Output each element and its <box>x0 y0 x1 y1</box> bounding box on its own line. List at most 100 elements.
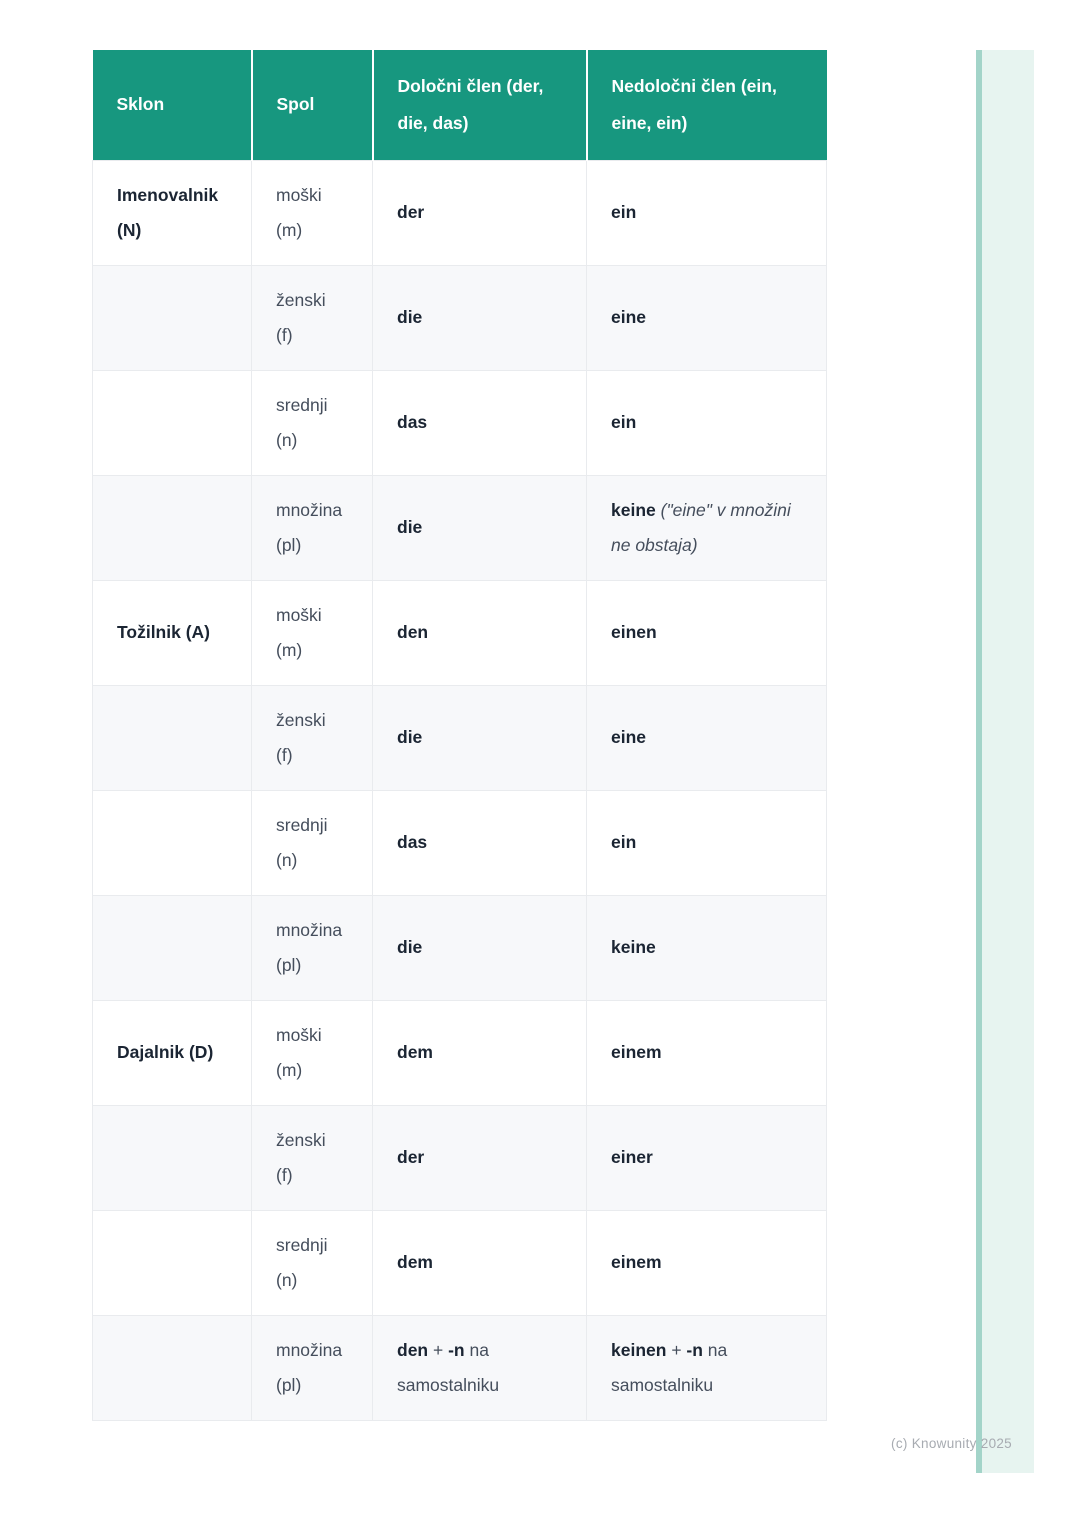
table-header: Sklon Spol Določni člen (der, die, das) … <box>92 50 827 160</box>
definite-article: die <box>397 307 423 327</box>
table-row: srednji (n) das ein <box>92 369 827 476</box>
table-row: Dajalnik (D) moški (m) dem einem <box>92 999 827 1106</box>
table-body: Imenovalnik (N) moški (m) der ein ženski (… <box>92 159 827 1421</box>
case-cell: Tožilnik (A) <box>92 579 252 686</box>
definite-article-cell: dem <box>372 1209 587 1316</box>
definite-article-cell: der <box>372 1104 587 1211</box>
definite-article-cell: dem <box>372 999 587 1106</box>
case-cell <box>92 264 252 371</box>
definite-article: die <box>397 517 423 537</box>
gender-abbr: (pl) <box>276 1374 302 1395</box>
table-row: Imenovalnik (N) moški (m) der ein <box>92 159 827 266</box>
gender-abbr: (f) <box>276 324 293 345</box>
indefinite-article: ein <box>611 832 637 852</box>
definite-article: dem <box>397 1042 433 1062</box>
gender-name: ženski <box>276 709 326 730</box>
gender-name: množina <box>276 1339 343 1360</box>
gender-name: ženski <box>276 289 326 310</box>
definite-article-cell: den <box>372 579 587 686</box>
indefinite-article-cell: eine <box>586 264 827 371</box>
table-row: ženski (f) die eine <box>92 684 827 791</box>
gender-cell: moški (m) <box>251 999 373 1106</box>
definite-article: die <box>397 937 423 957</box>
indefinite-article: ein <box>611 412 637 432</box>
gender-cell: srednji (n) <box>251 1209 373 1316</box>
indefinite-article-cell: einen <box>586 579 827 686</box>
definite-article-cell: die <box>372 894 587 1001</box>
definite-article-cell: der <box>372 159 587 266</box>
definite-article-cell: die <box>372 264 587 371</box>
indefinite-article: einen <box>611 622 657 642</box>
gender-name: ženski <box>276 1129 326 1150</box>
definite-article: das <box>397 412 428 432</box>
definite-article: den <box>397 622 429 642</box>
indefinite-article: einem <box>611 1042 662 1062</box>
indefinite-article-cell: ein <box>586 369 827 476</box>
header-nedolocni-clen: Nedoločni člen (ein, eine, ein) <box>586 50 827 160</box>
indefinite-article-cell: keine <box>586 894 827 1001</box>
indefinite-article-cell: einer <box>586 1104 827 1211</box>
case-label: Tožilnik (A) <box>117 622 210 642</box>
gender-cell: ženski (f) <box>251 684 373 791</box>
indefinite-article-note: ("eine" v množini ne obstaja) <box>611 499 791 555</box>
indefinite-article-cell: keinen + -n na samostalniku <box>586 1314 827 1421</box>
gender-cell: ženski (f) <box>251 1104 373 1211</box>
definite-article: das <box>397 832 428 852</box>
case-cell <box>92 1104 252 1211</box>
gender-cell: moški (m) <box>251 579 373 686</box>
definite-article-cell: die <box>372 684 587 791</box>
indefinite-article-cell: keine ("eine" v množini ne obstaja) <box>586 474 827 581</box>
suffix-note: na samostalniku <box>397 1339 500 1395</box>
case-label: Dajalnik (D) <box>117 1042 214 1062</box>
plus-text: + <box>428 1339 449 1360</box>
definite-article: die <box>397 727 423 747</box>
definite-article: den <box>397 1339 429 1360</box>
indefinite-article: eine <box>611 307 647 327</box>
header-sklon: Sklon <box>92 50 253 160</box>
case-cell: Dajalnik (D) <box>92 999 252 1106</box>
table-row: ženski (f) der einer <box>92 1104 827 1211</box>
gender-abbr: (n) <box>276 849 298 870</box>
case-label: Imenovalnik (N) <box>117 184 219 240</box>
suffix-n: -n <box>448 1339 465 1360</box>
case-cell <box>92 369 252 476</box>
gender-abbr: (m) <box>276 219 303 240</box>
header-row: Sklon Spol Določni člen (der, die, das) … <box>92 50 827 160</box>
gender-name: srednji <box>276 814 328 835</box>
german-articles-table: Sklon Spol Določni člen (der, die, das) … <box>92 50 827 1421</box>
indefinite-article: keinen <box>611 1339 667 1360</box>
gender-abbr: (f) <box>276 744 293 765</box>
header-dolocni-clen: Določni člen (der, die, das) <box>372 50 588 160</box>
gender-abbr: (m) <box>276 639 303 660</box>
definite-article: der <box>397 1147 425 1167</box>
suffix-note: na samostalniku <box>611 1339 728 1395</box>
gender-name: moški <box>276 604 322 625</box>
gender-cell: srednji (n) <box>251 789 373 896</box>
header-spol: Spol <box>251 50 374 160</box>
table-row: množina (pl) die keine <box>92 894 827 1001</box>
indefinite-article-cell: eine <box>586 684 827 791</box>
table-row: množina (pl) die keine ("eine" v množini … <box>92 474 827 581</box>
indefinite-article-cell: ein <box>586 789 827 896</box>
case-cell <box>92 1209 252 1316</box>
gender-abbr: (f) <box>276 1164 293 1185</box>
definite-article-cell: das <box>372 369 587 476</box>
case-cell <box>92 894 252 1001</box>
case-cell <box>92 789 252 896</box>
gender-name: srednji <box>276 394 328 415</box>
definite-article-cell: den + -n na samostalniku <box>372 1314 587 1421</box>
suffix-n: -n <box>686 1339 703 1360</box>
gender-cell: ženski (f) <box>251 264 373 371</box>
indefinite-article-cell: einem <box>586 1209 827 1316</box>
gender-name: množina <box>276 499 343 520</box>
indefinite-article-cell: einem <box>586 999 827 1106</box>
gender-abbr: (n) <box>276 1269 298 1290</box>
table-row: množina (pl) den + -n na samostalniku kei… <box>92 1314 827 1421</box>
gender-name: množina <box>276 919 343 940</box>
definite-article-cell: die <box>372 474 587 581</box>
indefinite-article: einem <box>611 1252 662 1272</box>
gender-abbr: (pl) <box>276 534 302 555</box>
table-row: ženski (f) die eine <box>92 264 827 371</box>
indefinite-article: ein <box>611 202 637 222</box>
gender-cell: moški (m) <box>251 159 373 266</box>
